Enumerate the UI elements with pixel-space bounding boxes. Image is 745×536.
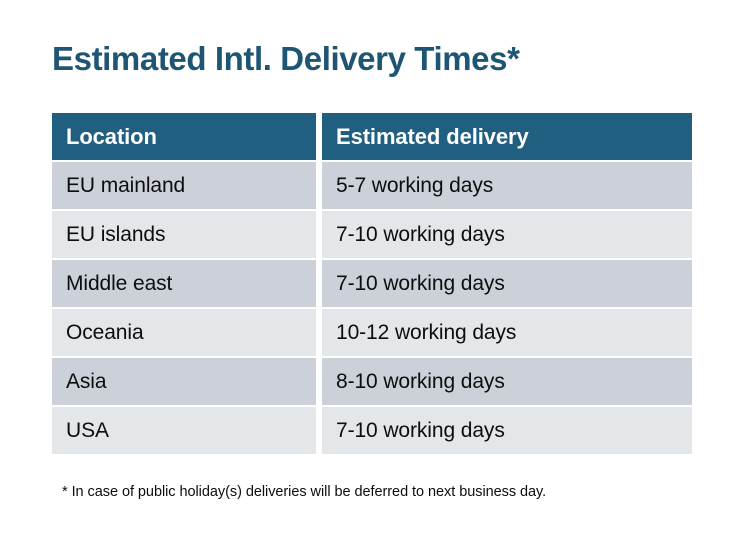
table-header-row: Location Estimated delivery [52,113,692,160]
page-title: Estimated Intl. Delivery Times* [52,40,520,77]
cell-location: EU islands [52,211,316,258]
cell-estimated-delivery: 7-10 working days [322,211,692,258]
column-header-location: Location [52,113,316,160]
cell-estimated-delivery: 8-10 working days [322,358,692,405]
cell-estimated-delivery: 5-7 working days [322,162,692,209]
cell-location: EU mainland [52,162,316,209]
cell-estimated-delivery: 10-12 working days [322,309,692,356]
table-row: EU mainland 5-7 working days [52,162,692,209]
table-row: Asia 8-10 working days [52,358,692,405]
cell-estimated-delivery: 7-10 working days [322,260,692,307]
cell-location: Middle east [52,260,316,307]
table-row: EU islands 7-10 working days [52,211,692,258]
cell-estimated-delivery: 7-10 working days [322,407,692,454]
table-row: USA 7-10 working days [52,407,692,454]
cell-location: Asia [52,358,316,405]
cell-location: USA [52,407,316,454]
table-row: Oceania 10-12 working days [52,309,692,356]
column-header-estimated-delivery: Estimated delivery [322,113,692,160]
footnote: * In case of public holiday(s) deliverie… [62,484,547,500]
delivery-times-table: Location Estimated delivery EU mainland … [52,113,692,454]
cell-location: Oceania [52,309,316,356]
table-row: Middle east 7-10 working days [52,260,692,307]
